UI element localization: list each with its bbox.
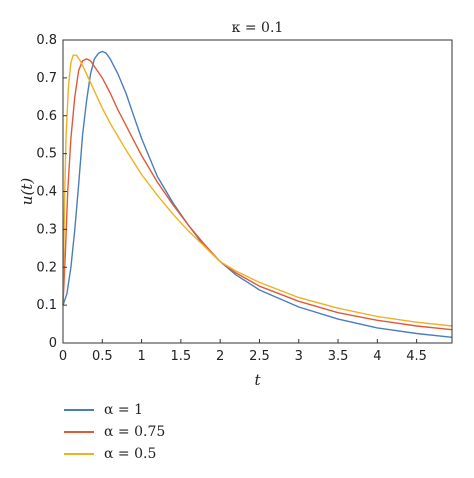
series-line-0	[62, 50, 453, 338]
y-axis-label: u(t)	[18, 178, 36, 206]
legend-swatch	[64, 409, 94, 411]
x-tick-label: 1	[137, 349, 145, 364]
legend-label: α = 1	[104, 402, 143, 418]
series-line-1	[62, 58, 453, 331]
x-axis: 0 0.5 1 1.5 2 2.5 3 3.5 4 4.5	[59, 339, 427, 364]
legend-swatch	[64, 453, 94, 455]
y-tick-label: 0.2	[36, 260, 57, 275]
x-tick-label: 4	[373, 349, 381, 364]
legend-item-alpha-0-5: α = 0.5	[64, 444, 224, 464]
y-tick-label: 0.3	[36, 222, 57, 237]
legend-item-alpha-1: α = 1	[64, 400, 224, 420]
chart-title: κ = 0.1	[232, 20, 284, 36]
series-layer	[62, 50, 453, 338]
y-tick-label: 0.5	[36, 147, 57, 162]
series-line-2	[62, 54, 453, 327]
x-tick-label: 4.5	[406, 349, 427, 364]
legend-label: α = 0.75	[104, 424, 166, 440]
x-tick-label: 0.5	[92, 349, 113, 364]
x-tick-label: 0	[59, 349, 67, 364]
x-tick-label: 3	[295, 349, 303, 364]
x-tick-label: 2	[216, 349, 224, 364]
line-chart: κ = 0.1 0 0.5 1 1.5 2 2.5 3 3.5 4 4.5 00.10.20.30…	[18, 20, 453, 389]
y-tick-label: 0	[49, 336, 57, 351]
y-tick-label: 0.8	[36, 33, 57, 48]
legend-item-alpha-0-75: α = 0.75	[64, 422, 224, 442]
x-tick-label: 1.5	[171, 349, 192, 364]
plot-frame	[62, 39, 453, 344]
y-tick-label: 0.6	[36, 109, 57, 124]
legend-swatch	[64, 431, 94, 433]
y-tick-label: 0.4	[36, 185, 57, 200]
x-tick-label: 2.5	[249, 349, 270, 364]
legend-label: α = 0.5	[104, 446, 157, 462]
x-axis-label: t	[254, 371, 261, 389]
x-tick-label: 3.5	[328, 349, 349, 364]
y-tick-label: 0.7	[36, 71, 57, 86]
y-tick-label: 0.1	[36, 298, 57, 313]
y-axis: 0 0.1 0.2 0.3 0.4 0.5 0.6 0.7 0.8	[36, 33, 67, 351]
